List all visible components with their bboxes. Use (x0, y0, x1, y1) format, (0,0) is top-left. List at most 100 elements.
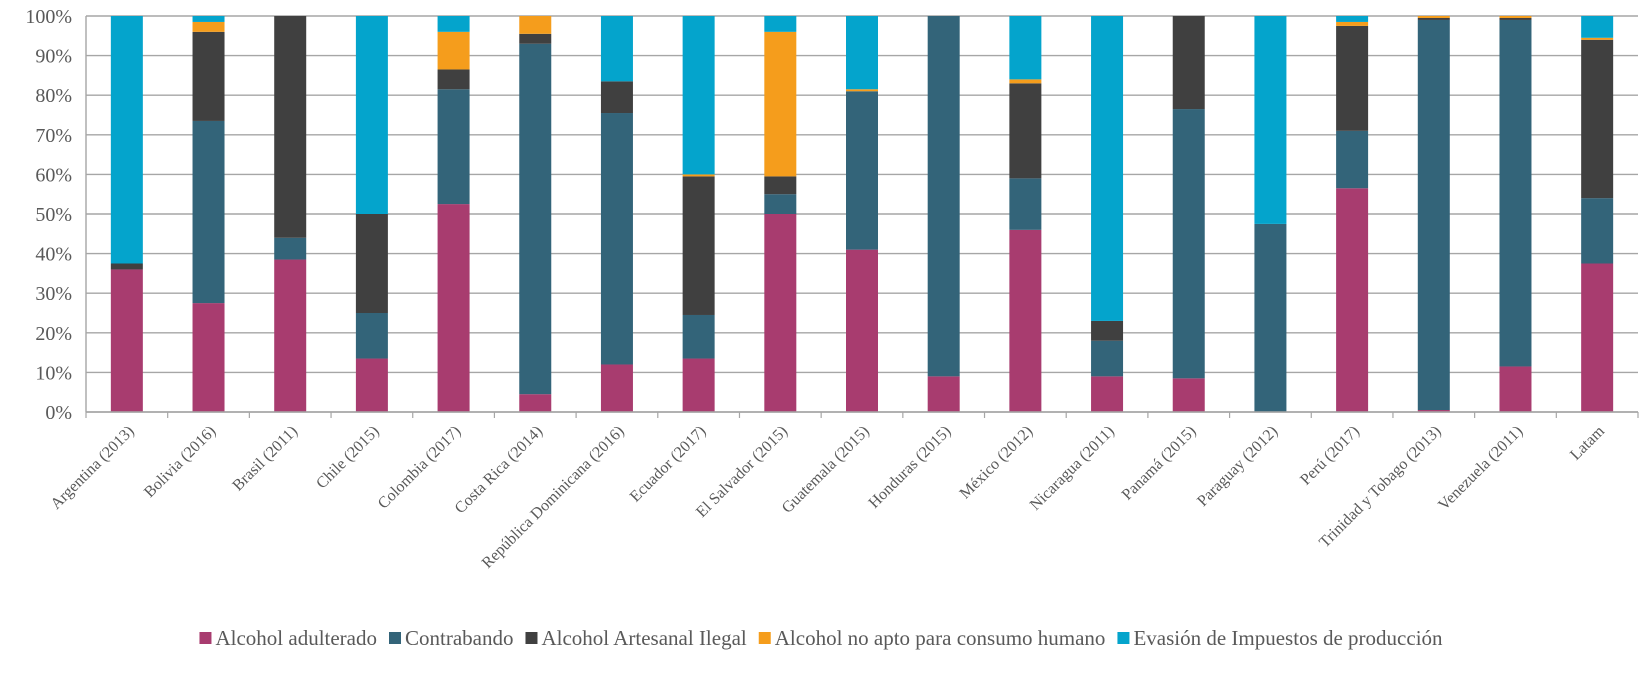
bar-segment (1009, 178, 1042, 230)
bar-segment (1172, 109, 1205, 379)
bar-segment (1581, 263, 1614, 412)
bar-segment (1499, 16, 1532, 18)
bar-segment (1336, 130, 1369, 189)
bar-segment (274, 259, 307, 412)
bar-segment (682, 314, 715, 359)
legend-item: Alcohol Artesanal Ilegal (525, 626, 747, 650)
x-category-label: Honduras (2015) (866, 423, 955, 512)
x-category-label: Colombia (2017) (375, 423, 465, 513)
y-tick-label: 70% (35, 125, 72, 147)
bar-segment (192, 16, 225, 22)
x-category-label: Paraguay (2012) (1194, 423, 1281, 510)
legend-swatch (758, 632, 771, 644)
x-category-label: Perú (2017) (1297, 423, 1363, 489)
bar-segment (437, 89, 470, 205)
bar-segment (192, 21, 225, 32)
bar-segment (764, 214, 797, 412)
bar-segment (600, 81, 633, 114)
bar-segment (437, 31, 470, 70)
y-tick-label: 50% (35, 204, 72, 226)
bar-segment (192, 31, 225, 121)
y-tick-label: 100% (25, 6, 72, 28)
y-tick-label: 90% (35, 46, 72, 68)
x-category-label: República Dominicana (2016) (479, 423, 628, 572)
bar-segment (1172, 16, 1205, 110)
bar-segment (1091, 340, 1124, 377)
bar-segment (437, 69, 470, 90)
bar-segment (1091, 376, 1124, 412)
bar-segment (600, 16, 633, 82)
x-category-label: Ecuador (2017) (627, 423, 710, 506)
bar-segment (1091, 16, 1124, 321)
bar-segment (519, 394, 552, 412)
bar-segment (927, 16, 960, 377)
bar-segment (519, 33, 552, 44)
bar-segment (682, 176, 715, 315)
legend-label: Alcohol adulterado (215, 626, 377, 650)
bar-segment (1172, 378, 1205, 412)
bar-segment (1009, 16, 1042, 80)
x-category-label: Nicaragua (2011) (1027, 423, 1118, 514)
bar-segment (437, 204, 470, 412)
bar-segment (1091, 320, 1124, 341)
bar-segment (1336, 25, 1369, 131)
bar-segment (1499, 366, 1532, 412)
bar-segment (192, 120, 225, 304)
bar-segment (682, 174, 715, 177)
bar-segment (1417, 19, 1450, 411)
bar-segment (1581, 37, 1614, 40)
legend-swatch (199, 632, 212, 644)
bar-segment (1336, 16, 1369, 22)
bar-segment (846, 249, 878, 412)
x-category-label: Panamá (2015) (1119, 423, 1200, 504)
x-category-label: Guatemala (2015) (779, 423, 873, 517)
x-category-label: Brasil (2011) (229, 423, 301, 495)
legend-swatch (389, 632, 401, 644)
bar-segment (846, 89, 878, 92)
legend-label: Alcohol no apto para consumo humano (775, 626, 1106, 650)
bar-segment (274, 237, 307, 260)
x-category-label: Costa Rica (2014) (452, 423, 546, 517)
bar-segment (110, 263, 143, 270)
bar-segment (355, 313, 388, 359)
bar-segment (1009, 79, 1042, 84)
x-category-label: Chile (2015) (313, 423, 383, 493)
legend-swatch (525, 632, 538, 644)
legend-swatch (1117, 632, 1130, 644)
bar-segment (1417, 410, 1450, 412)
bar-segment (846, 16, 878, 90)
bar-segment (1417, 16, 1450, 18)
bar-segment (1336, 188, 1369, 412)
bar-segment (927, 376, 960, 412)
bar-segment (1581, 198, 1614, 264)
bar-segment (1581, 16, 1614, 38)
legend-item: Alcohol no apto para consumo humano (758, 626, 1106, 650)
x-category-label: Venezuela (2011) (1435, 423, 1526, 514)
bar-segment (274, 16, 307, 238)
bar-segment (355, 358, 388, 412)
bar-segment (600, 364, 633, 412)
bar-segment (764, 31, 797, 177)
bar-segment (682, 358, 715, 412)
bar-segment (682, 16, 715, 175)
bar-segment (110, 269, 143, 412)
bar-segment (1581, 39, 1614, 199)
bar-segment (1254, 223, 1287, 412)
y-tick-label: 80% (35, 85, 72, 107)
bar-segment (764, 176, 797, 195)
legend-item: Contrabando (389, 626, 513, 650)
legend-label: Evasión de Impuestos de producción (1133, 626, 1443, 650)
bar-segment (355, 16, 388, 214)
bar-segment (1254, 16, 1287, 224)
legend-item: Evasión de Impuestos de producción (1117, 626, 1443, 650)
x-category-label: Latam (1567, 422, 1608, 463)
y-tick-label: 0% (45, 402, 72, 424)
bar-segment (1336, 21, 1369, 26)
bar-segment (519, 16, 552, 34)
bar-segment (110, 16, 143, 264)
y-tick-label: 30% (35, 283, 72, 305)
bar-segment (846, 91, 878, 250)
y-tick-label: 60% (35, 164, 72, 186)
